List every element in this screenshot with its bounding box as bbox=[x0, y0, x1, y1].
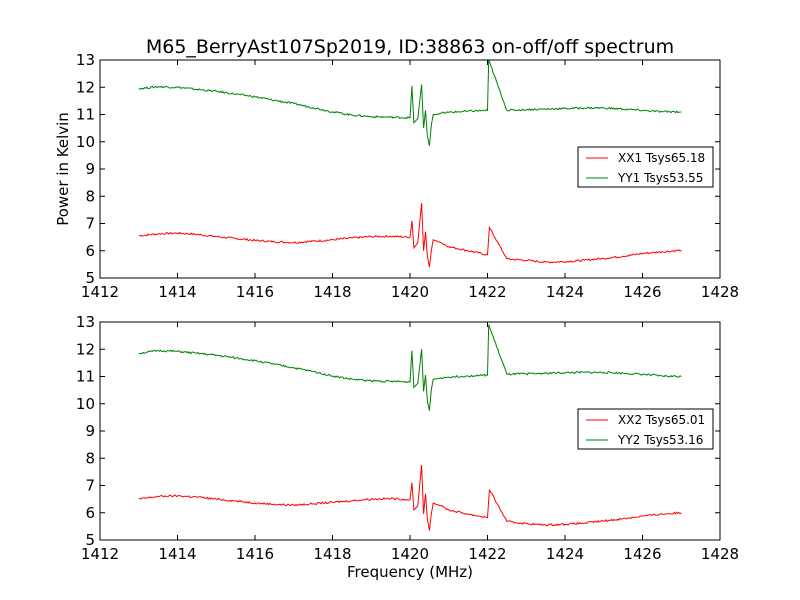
y-tick-label: 8 bbox=[85, 187, 95, 205]
legend-label: YY2 Tsys53.16 bbox=[617, 433, 703, 447]
x-tick-label: 1414 bbox=[158, 545, 196, 563]
legend: XX1 Tsys65.18 YY1 Tsys53.55 bbox=[577, 146, 714, 188]
series-line-xx1 bbox=[138, 203, 682, 268]
legend-box bbox=[577, 408, 714, 450]
y-tick-label: 5 bbox=[85, 269, 95, 287]
x-tick-label: 1422 bbox=[468, 545, 506, 563]
y-tick-label: 13 bbox=[76, 313, 95, 331]
x-tick-label: 1412 bbox=[81, 545, 119, 563]
y-tick-label: 5 bbox=[85, 531, 95, 549]
chart-title: M65_BerryAst107Sp2019, ID:38863 on-off/o… bbox=[146, 36, 674, 58]
x-tick-label: 1412 bbox=[81, 283, 119, 301]
y-tick-label: 7 bbox=[85, 215, 95, 233]
y-axis-label: Power in Kelvin bbox=[54, 112, 72, 226]
x-tick-label: 1424 bbox=[546, 545, 584, 563]
series-line-xx2 bbox=[138, 465, 682, 531]
legend-label: XX1 Tsys65.18 bbox=[618, 151, 705, 165]
legend: XX2 Tsys65.01 YY2 Tsys53.16 bbox=[577, 408, 714, 450]
y-tick-label: 7 bbox=[85, 477, 95, 495]
y-tick-label: 8 bbox=[85, 449, 95, 467]
x-tick-label: 1420 bbox=[391, 283, 429, 301]
series-line-yy1 bbox=[138, 59, 682, 146]
y-tick-label: 13 bbox=[76, 51, 95, 69]
y-tick-label: 12 bbox=[76, 340, 95, 358]
x-tick-label: 1416 bbox=[236, 283, 274, 301]
plot-panel-1: 1412 1414 1416 1418 1420 1422 1424 1426 1428 5 6 7 8… bbox=[76, 51, 739, 301]
x-tick-label: 1418 bbox=[313, 545, 351, 563]
x-tick-label: 1418 bbox=[313, 283, 351, 301]
x-tick-label: 1426 bbox=[623, 545, 661, 563]
x-tick-label: 1420 bbox=[391, 545, 429, 563]
x-tick-label: 1416 bbox=[236, 545, 274, 563]
x-axis-label: Frequency (MHz) bbox=[347, 563, 473, 581]
x-tick-label: 1424 bbox=[546, 283, 584, 301]
legend-box bbox=[577, 146, 714, 188]
x-tick-label: 1422 bbox=[468, 283, 506, 301]
y-tick-label: 12 bbox=[76, 78, 95, 96]
x-tick-label: 1414 bbox=[158, 283, 196, 301]
y-tick-label: 6 bbox=[85, 504, 95, 522]
y-tick-label: 9 bbox=[85, 422, 95, 440]
legend-label: XX2 Tsys65.01 bbox=[618, 413, 705, 427]
y-tick-label: 6 bbox=[85, 242, 95, 260]
x-tick-label: 1426 bbox=[623, 283, 661, 301]
series-line-yy2 bbox=[138, 324, 682, 411]
x-tick-label: 1428 bbox=[701, 283, 739, 301]
y-tick-label: 10 bbox=[76, 133, 95, 151]
y-tick-label: 11 bbox=[76, 106, 95, 124]
legend-label: YY1 Tsys53.55 bbox=[617, 171, 703, 185]
x-tick-label: 1428 bbox=[701, 545, 739, 563]
y-tick-label: 9 bbox=[85, 160, 95, 178]
y-tick-label: 11 bbox=[76, 368, 95, 386]
plots-group: 1412 1414 1416 1418 1420 1422 1424 1426 1428 5 6 7 8… bbox=[76, 51, 739, 563]
plot-panel-2: 1412 1414 1416 1418 1420 1422 1424 1426 1428 5 6 7 8… bbox=[76, 313, 739, 563]
y-tick-label: 10 bbox=[76, 395, 95, 413]
